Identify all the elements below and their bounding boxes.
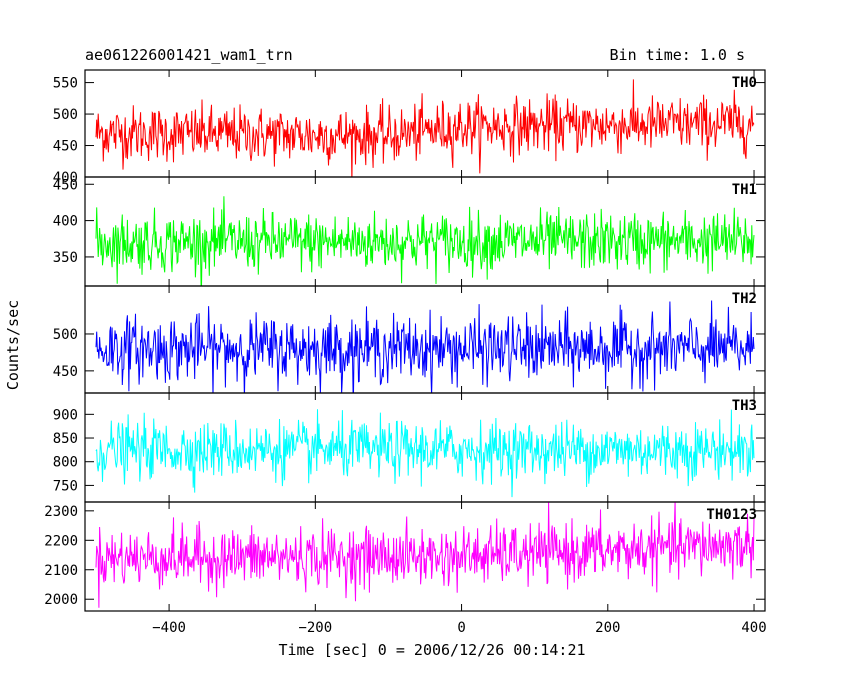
y-tick-label: 450 xyxy=(53,177,78,193)
panel-th2: 450 500 TH2 xyxy=(53,285,766,394)
panel-th0123: 2000 2100 2200 2300 TH0123 xyxy=(44,501,766,612)
x-tick-label: 400 xyxy=(741,620,766,636)
y-tick-label: 2200 xyxy=(44,533,78,549)
x-tick-label: −200 xyxy=(298,620,332,636)
series-th3 xyxy=(95,409,755,498)
y-axis-label: Counts/sec xyxy=(4,300,22,390)
y-tick-label: 350 xyxy=(53,250,78,266)
y-tick-label: 450 xyxy=(53,139,78,155)
y-tick-label: 500 xyxy=(53,327,78,343)
y-tick-label: 2000 xyxy=(44,592,78,608)
y-tick-label: 900 xyxy=(53,407,78,423)
panel-label: TH3 xyxy=(732,398,757,414)
y-tick-label: 500 xyxy=(53,107,78,123)
y-tick-label: 750 xyxy=(53,478,78,494)
panel-th1: 350 400 450 TH1 xyxy=(53,176,766,287)
y-tick-label: 850 xyxy=(53,431,78,447)
y-tick-label: 800 xyxy=(53,455,78,471)
y-tick-label: 450 xyxy=(53,364,78,380)
x-axis-label: Time [sec] 0 = 2006/12/26 00:14:21 xyxy=(278,641,585,659)
x-tick-label: −400 xyxy=(152,620,186,636)
series-th1 xyxy=(95,196,755,286)
x-tick-label: 200 xyxy=(595,620,620,636)
panel-frame xyxy=(84,176,766,287)
panel-frame xyxy=(84,501,766,612)
figure-title: ae061226001421_wam1_trn xyxy=(85,46,293,64)
panel-label: TH2 xyxy=(732,291,757,307)
series-th0123 xyxy=(95,502,755,608)
x-tick-label: 0 xyxy=(457,620,465,636)
y-tick-label: 2100 xyxy=(44,563,78,579)
bin-time-label: Bin time: 1.0 s xyxy=(610,46,745,64)
y-tick-label: 2300 xyxy=(44,504,78,520)
panel-label: TH1 xyxy=(732,182,757,198)
series-th2 xyxy=(95,300,755,393)
panel-label: TH0 xyxy=(732,75,757,91)
y-tick-label: 400 xyxy=(53,214,78,230)
y-tick-label: 550 xyxy=(53,76,78,92)
series-th0 xyxy=(95,79,755,177)
panel-th0: 400 450 500 550 TH0 xyxy=(53,69,766,186)
y-tick-label: 400 xyxy=(53,170,78,186)
panel-label: TH0123 xyxy=(706,507,757,523)
panel-th3: 750 800 850 900 TH3 xyxy=(53,392,766,503)
